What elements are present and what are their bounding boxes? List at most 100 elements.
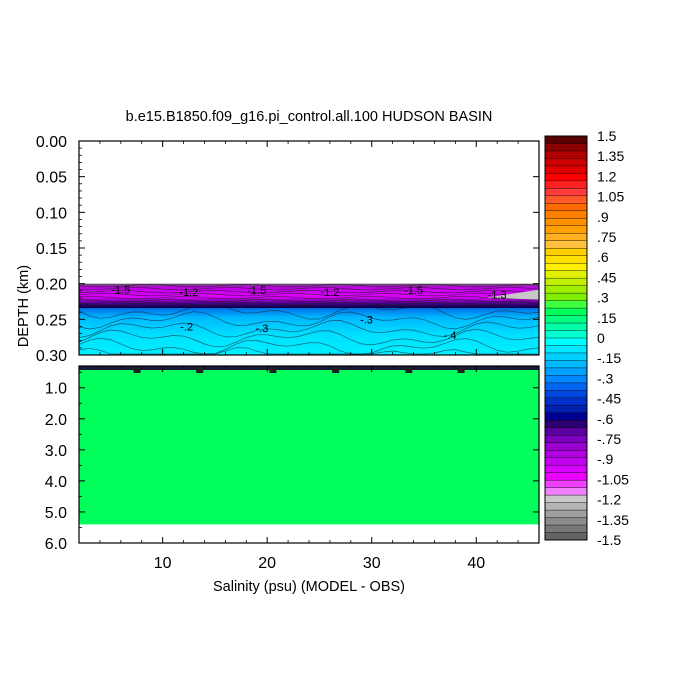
colorbar-swatch	[544, 532, 588, 541]
x-axis: 10 20 30 40	[78, 141, 540, 572]
colorbar-label: 1.2	[597, 168, 617, 184]
colorbar-swatch	[544, 180, 588, 189]
upper-y-tick-label: 0.05	[36, 170, 67, 187]
colorbar-swatch	[544, 292, 588, 302]
surface-layer-contour	[78, 299, 540, 303]
colorbar-label: .15	[597, 310, 617, 326]
colorbar-label: -.6	[597, 411, 614, 427]
colorbar-swatch	[544, 420, 588, 429]
contour-label: -1.2	[320, 287, 339, 299]
colorbar-swatch	[544, 315, 588, 324]
colorbar-label: .75	[597, 229, 617, 245]
upper-y-tick-label: 0.30	[36, 348, 67, 365]
colorbar-swatch	[544, 233, 588, 242]
chart-title: b.e15.B1850.f09_g16.pi_control.all.100 H…	[126, 109, 493, 125]
contour-label: -1.2	[179, 287, 198, 299]
x-tick-label: 40	[467, 555, 485, 572]
colorbar-swatch	[544, 382, 588, 391]
colorbar-swatch	[544, 248, 588, 257]
colorbar-label: -.3	[597, 370, 614, 386]
colorbar-label: .45	[597, 269, 617, 285]
upper-y-tick-label: 0.00	[36, 134, 67, 151]
contour-label: -.3	[256, 323, 269, 335]
colorbar-swatch	[544, 285, 588, 294]
lower-y-tick-label: 4.0	[45, 474, 67, 491]
colorbar-label: -.9	[597, 451, 614, 467]
colorbar-swatch	[544, 262, 588, 272]
colorbar-swatch	[544, 435, 588, 444]
colorbar-label: 0	[597, 330, 605, 346]
contour-label: -.3	[360, 314, 373, 326]
surface-layer-contour	[78, 293, 540, 297]
contour-label: -.4	[444, 330, 457, 342]
surface-layer-contour	[78, 287, 540, 291]
surface-layer-contour	[78, 284, 540, 288]
colorbar-swatch	[544, 240, 588, 249]
colorbar-label: 1.05	[597, 189, 624, 205]
colorbar-label: -.45	[597, 391, 621, 407]
x-axis-label: Salinity (psu) (MODEL - OBS)	[213, 579, 405, 595]
lower-contour-mark	[269, 367, 277, 373]
upper-water-contour	[78, 311, 540, 330]
lower-contour-mark	[457, 367, 465, 373]
colorbar-swatch	[544, 472, 588, 481]
contour-label: -1.5	[404, 285, 423, 297]
colorbar-label: .9	[597, 209, 609, 225]
colorbar-swatch	[544, 464, 588, 474]
colorbar-swatch	[544, 442, 588, 451]
colorbar-swatch	[544, 367, 588, 376]
colorbar-swatch	[544, 322, 588, 332]
colorbar-swatch	[544, 173, 588, 182]
deep-water-fill	[79, 366, 539, 525]
colorbar-swatch	[544, 158, 588, 167]
surface-layer-contour	[78, 302, 540, 306]
colorbar-swatch	[544, 307, 588, 317]
lower-y-tick-label: 1.0	[45, 381, 67, 398]
lower-y-tick-label: 2.0	[45, 412, 67, 429]
colorbar-swatch	[544, 487, 588, 496]
colorbar-swatch	[544, 345, 588, 354]
contour-label: -1.5	[247, 285, 266, 297]
colorbar-swatch	[544, 203, 588, 212]
lower-y-tick-label: 5.0	[45, 505, 67, 522]
lower-contour-mark	[405, 367, 413, 373]
upper-water-contour	[78, 320, 540, 338]
x-tick-label: 20	[258, 555, 276, 572]
y-axis-label: DEPTH (km)	[16, 265, 32, 347]
upper-water-contour	[78, 328, 540, 348]
x-tick-label: 30	[363, 555, 381, 572]
contour-label: -.2	[180, 321, 193, 333]
colorbar-label: -1.35	[597, 512, 629, 528]
colorbar: 1.5 1.35 1.2 1.05 .9 .75 .6 .45 .3 .15 0 -.15 -.3 -.4…	[544, 128, 629, 548]
colorbar-frame	[544, 135, 588, 541]
colorbar-swatch	[544, 135, 588, 144]
colorbar-swatch	[544, 188, 588, 197]
upper-y-tick-label: 0.10	[36, 205, 67, 222]
colorbar-label: -1.2	[597, 492, 621, 508]
colorbar-label: -1.05	[597, 471, 629, 487]
colorbar-swatch	[544, 457, 588, 466]
colorbar-swatch	[544, 479, 588, 489]
colorbar-swatch	[544, 360, 588, 369]
colorbar-label: 1.5	[597, 128, 617, 144]
colorbar-swatch	[544, 352, 588, 361]
colorbar-swatch	[544, 270, 588, 279]
lower-contour-mark	[133, 367, 141, 373]
surface-layer-contour	[78, 296, 540, 300]
colorbar-swatch	[544, 330, 588, 339]
colorbar-label: -.75	[597, 431, 621, 447]
colorbar-label: -.15	[597, 350, 621, 366]
contour-label: -1.3	[488, 289, 507, 301]
colorbar-label: 1.35	[597, 148, 624, 164]
colorbar-label: .3	[597, 290, 609, 306]
upper-water-contour	[78, 337, 540, 355]
colorbar-swatch	[544, 375, 588, 384]
colorbar-swatch	[544, 150, 588, 159]
colorbar-swatch	[544, 255, 588, 264]
colorbar-label: .6	[597, 249, 609, 265]
colorbar-swatch	[544, 143, 588, 152]
colorbar-swatch	[544, 397, 588, 406]
colorbar-swatch	[544, 502, 588, 511]
colorbar-swatch	[544, 390, 588, 399]
